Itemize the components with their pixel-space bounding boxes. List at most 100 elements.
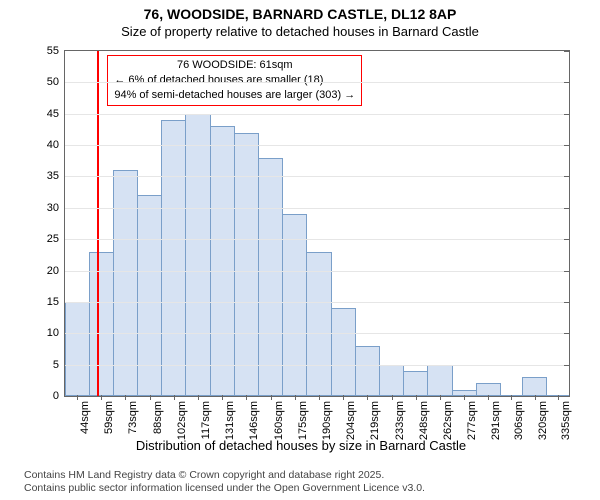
x-tick-label: 88sqm [152, 401, 164, 434]
x-tick-mark [392, 395, 393, 400]
y-tick-mark [564, 396, 569, 397]
x-tick-label: 59sqm [103, 401, 115, 434]
histogram-bar: 320sqm [522, 377, 547, 396]
callout-box: 76 WOODSIDE: 61sqm ← 6% of detached hous… [107, 55, 362, 106]
histogram-bar: 306sqm [500, 395, 523, 396]
chart-container: Number of detached properties 44sqm59sqm… [22, 44, 580, 449]
x-tick-label: 262sqm [442, 401, 454, 440]
x-tick-mark [511, 395, 512, 400]
x-tick-mark [125, 395, 126, 400]
histogram-bar: 117sqm [185, 114, 210, 396]
y-tick-label: 35 [47, 170, 59, 182]
histogram-bar: 59sqm [89, 252, 114, 396]
x-tick-mark [246, 395, 247, 400]
chart-subtitle: Size of property relative to detached ho… [0, 22, 600, 39]
y-tick-label: 50 [47, 76, 59, 88]
gridline [65, 239, 569, 240]
x-tick-label: 146sqm [248, 401, 260, 440]
y-tick-label: 0 [53, 390, 59, 402]
histogram-bar: 204sqm [331, 308, 356, 396]
x-tick-label: 175sqm [297, 401, 309, 440]
gridline [65, 302, 569, 303]
chart-title: 76, WOODSIDE, BARNARD CASTLE, DL12 8AP [0, 0, 600, 22]
x-tick-label: 117sqm [200, 401, 212, 439]
gridline [65, 271, 569, 272]
y-tick-label: 30 [47, 202, 59, 214]
x-tick-label: 160sqm [273, 401, 285, 440]
x-tick-mark [271, 395, 272, 400]
y-tick-label: 15 [47, 296, 59, 308]
x-tick-label: 190sqm [321, 401, 333, 440]
gridline [65, 145, 569, 146]
x-tick-mark [464, 395, 465, 400]
histogram-bar: 73sqm [113, 170, 138, 396]
y-tick-mark [564, 365, 569, 366]
gridline [65, 365, 569, 366]
y-tick-mark [564, 208, 569, 209]
x-tick-label: 320sqm [537, 401, 549, 440]
y-tick-mark [564, 114, 569, 115]
histogram-bar: 190sqm [306, 252, 331, 396]
y-tick-mark [564, 302, 569, 303]
callout-line-smaller: ← 6% of detached houses are smaller (18) [114, 73, 355, 88]
x-tick-label: 102sqm [176, 401, 188, 440]
x-tick-label: 277sqm [466, 401, 478, 440]
x-tick-mark [367, 395, 368, 400]
histogram-bar: 160sqm [258, 158, 283, 396]
histogram-bar: 131sqm [210, 126, 235, 396]
gridline [65, 82, 569, 83]
histogram-bar: 233sqm [379, 365, 404, 396]
x-tick-mark [222, 395, 223, 400]
x-tick-label: 248sqm [418, 401, 430, 440]
y-tick-mark [564, 176, 569, 177]
reference-marker-line [97, 51, 99, 396]
y-tick-label: 5 [53, 359, 59, 371]
x-tick-mark [174, 395, 175, 400]
x-tick-mark [77, 395, 78, 400]
x-tick-label: 335sqm [560, 401, 572, 440]
y-tick-label: 45 [47, 108, 59, 120]
y-tick-label: 10 [47, 327, 59, 339]
attribution-footer: Contains HM Land Registry data © Crown c… [24, 469, 425, 496]
histogram-bar: 291sqm [476, 383, 501, 396]
x-tick-mark [343, 395, 344, 400]
histogram-bar: 88sqm [137, 195, 162, 396]
x-tick-label: 204sqm [345, 401, 357, 440]
gridline [65, 208, 569, 209]
gridline [65, 114, 569, 115]
x-tick-label: 219sqm [369, 401, 381, 440]
footer-line1: Contains HM Land Registry data © Crown c… [24, 469, 425, 483]
histogram-bar: 277sqm [452, 390, 477, 396]
x-tick-mark [488, 395, 489, 400]
x-tick-mark [535, 395, 536, 400]
x-tick-mark [558, 395, 559, 400]
y-tick-mark [564, 145, 569, 146]
footer-line2: Contains public sector information licen… [24, 482, 425, 496]
histogram-bar: 102sqm [161, 120, 186, 396]
y-tick-mark [564, 271, 569, 272]
x-tick-mark [198, 395, 199, 400]
histogram-bar: 175sqm [282, 214, 307, 396]
x-tick-mark [319, 395, 320, 400]
y-tick-mark [564, 82, 569, 83]
x-tick-label: 131sqm [224, 401, 236, 440]
callout-title: 76 WOODSIDE: 61sqm [114, 58, 355, 73]
x-axis-label: Distribution of detached houses by size … [22, 438, 580, 453]
y-tick-mark [564, 333, 569, 334]
y-tick-label: 55 [47, 45, 59, 57]
x-tick-mark [295, 395, 296, 400]
histogram-bar: 146sqm [234, 133, 259, 396]
histogram-bar: 219sqm [355, 346, 380, 396]
x-tick-mark [416, 395, 417, 400]
histogram-bar: 44sqm [65, 302, 90, 396]
y-tick-label: 40 [47, 139, 59, 151]
y-tick-mark [564, 239, 569, 240]
callout-line-larger: 94% of semi-detached houses are larger (… [114, 88, 355, 103]
y-tick-label: 20 [47, 265, 59, 277]
x-tick-mark [150, 395, 151, 400]
gridline [65, 333, 569, 334]
y-tick-mark [564, 51, 569, 52]
x-tick-label: 291sqm [490, 401, 502, 440]
x-tick-label: 44sqm [79, 401, 91, 434]
histogram-bar: 248sqm [403, 371, 428, 396]
